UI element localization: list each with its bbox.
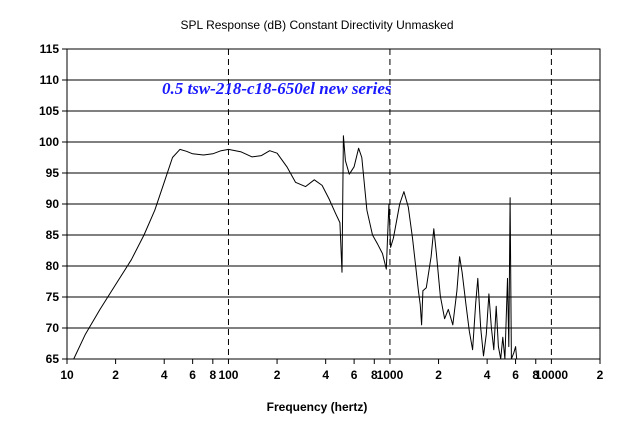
y-tick-label: 80	[46, 259, 60, 273]
y-tick-label: 70	[46, 321, 60, 335]
x-tick-label: 8	[532, 368, 539, 382]
x-tick-label: 6	[189, 368, 196, 382]
x-tick-label: 1000	[377, 368, 404, 382]
chart-title: SPL Response (dB) Constant Directivity U…	[181, 18, 454, 32]
y-tick-label: 105	[39, 104, 59, 118]
y-tick-label: 90	[46, 197, 60, 211]
x-tick-label: 4	[161, 368, 168, 382]
y-tick-label: 110	[40, 73, 60, 87]
grid	[67, 49, 600, 359]
x-tick-label: 2	[597, 368, 604, 382]
spl-series-line	[73, 135, 518, 360]
x-tick-label: 2	[112, 368, 119, 382]
x-tick-label: 6	[351, 368, 358, 382]
x-tick-label: 8	[371, 368, 378, 382]
chart-annotation: 0.5 tsw-218-c18-650el new series	[162, 79, 392, 98]
y-tick-label: 85	[46, 228, 60, 242]
x-tick-label: 4	[322, 368, 329, 382]
x-tick-label: 6	[512, 368, 519, 382]
x-tick-label: 4	[484, 368, 491, 382]
y-tick-label: 75	[46, 290, 60, 304]
x-tick-label: 2	[274, 368, 281, 382]
x-axis-label: Frequency (hertz)	[267, 400, 368, 414]
y-tick-label: 95	[46, 166, 60, 180]
y-axis-ticks: 65 70 75 80 85 90 95 100 105 110 115	[39, 42, 67, 366]
x-tick-label: 10	[60, 368, 74, 382]
series-layer	[73, 135, 518, 360]
y-tick-label: 115	[40, 42, 60, 56]
y-tick-label: 100	[39, 135, 59, 149]
y-tick-label: 65	[46, 352, 60, 366]
x-tick-label: 8	[209, 368, 216, 382]
x-tick-label: 2	[435, 368, 442, 382]
x-tick-label: 10000	[535, 368, 569, 382]
x-tick-label: 100	[218, 368, 238, 382]
